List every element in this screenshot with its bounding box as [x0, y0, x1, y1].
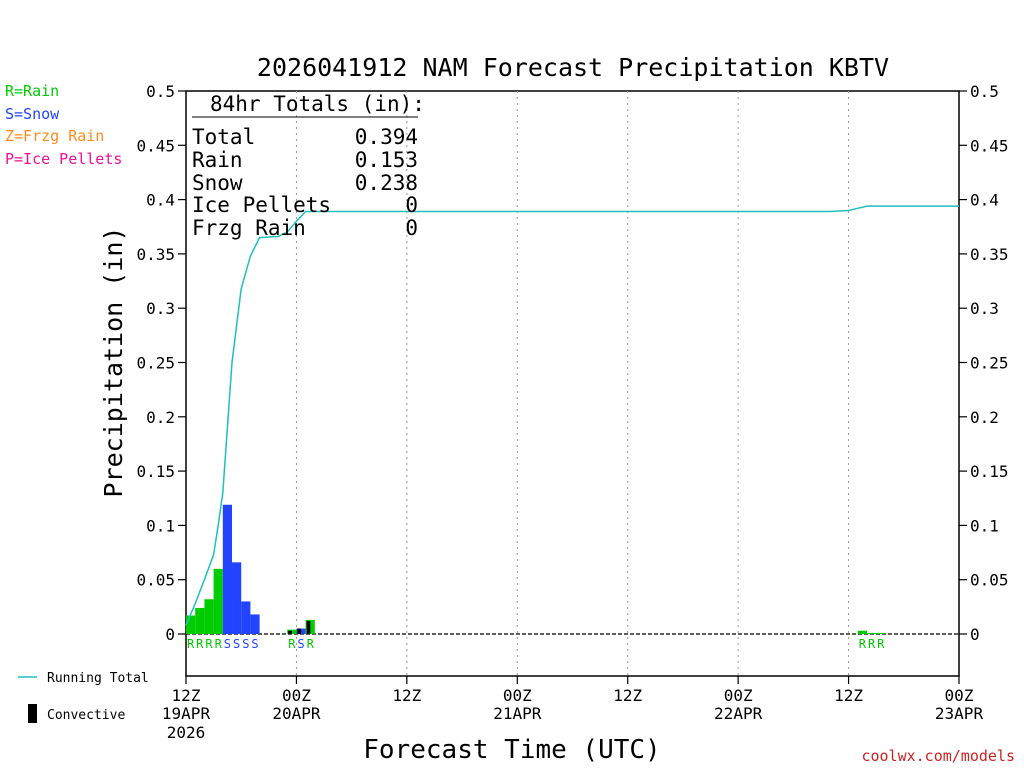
- type-marker-rain: R: [196, 637, 204, 651]
- convective-legend-swatch: [28, 704, 37, 723]
- x-tick-label: 12Z: [834, 686, 863, 705]
- y-tick-label-left: 0.2: [146, 408, 175, 427]
- x-tick-date: 20APR: [272, 704, 321, 723]
- y-tick-label-left: 0.05: [136, 571, 175, 590]
- type-marker-rain: R: [187, 637, 195, 651]
- y-tick-label-left: 0: [165, 625, 175, 644]
- totals-label-frzg-rain: Frzg Rain: [192, 216, 306, 240]
- type-marker-snow: S: [242, 637, 249, 651]
- plot-frame: [185, 90, 960, 677]
- y-tick-label-left: 0.1: [146, 516, 175, 535]
- precip-bar-snow: [250, 614, 260, 634]
- y-tick-label-right: 0.35: [970, 245, 1009, 264]
- precip-bar-rain: [857, 630, 867, 634]
- y-tick-label-right: 0.25: [970, 354, 1009, 373]
- x-tick-label: 00Z: [724, 686, 753, 705]
- totals-value-snow: 0.238: [355, 171, 418, 195]
- precip-bar-rain: [213, 568, 223, 634]
- y-tick-label-right: 0.15: [970, 462, 1009, 481]
- chart-title: 2026041912 NAM Forecast Precipitation KB…: [257, 53, 889, 82]
- x-tick-date: 22APR: [714, 704, 763, 723]
- legend-ice-pellets: P=Ice Pellets: [5, 150, 122, 168]
- y-tick-label-right: 0.2: [970, 408, 999, 427]
- precip-bar-rain: [186, 615, 196, 634]
- legend-rain: R=Rain: [5, 82, 59, 100]
- x-tick-label: 00Z: [945, 686, 974, 705]
- y-tick-label-right: 0: [970, 625, 980, 644]
- type-marker-rain: R: [288, 637, 296, 651]
- precip-bar-snow: [222, 504, 233, 634]
- convective-bar: [306, 620, 311, 634]
- precip-bar-snow: [241, 601, 251, 634]
- y-tick-label-left: 0.4: [146, 191, 175, 210]
- x-axis-label: Forecast Time (UTC): [363, 735, 660, 765]
- x-tick-year: 2026: [167, 723, 206, 742]
- vertical-gridlines: [295, 91, 850, 676]
- y-tick-label-right: 0.05: [970, 571, 1009, 590]
- convective-bar: [297, 628, 302, 634]
- convective-bar: [288, 630, 292, 634]
- y-tick-label-left: 0.35: [136, 245, 175, 264]
- legend-snow: S=Snow: [5, 105, 60, 123]
- y-tick-label-left: 0.5: [146, 82, 175, 101]
- running-total-line: [185, 205, 959, 626]
- credit-label: coolwx.com/models: [861, 747, 1015, 765]
- totals-header: 84hr Totals (in):: [210, 92, 425, 116]
- totals-value-total: 0.394: [355, 125, 418, 149]
- y-tick-label-left: 0.3: [146, 299, 175, 318]
- precip-bar-rain: [204, 599, 214, 634]
- precip-bar-snow: [232, 562, 242, 634]
- totals-label-total: Total: [192, 125, 255, 149]
- convective-bars: [288, 620, 311, 634]
- type-marker-snow: S: [297, 637, 304, 651]
- y-tick-label-right: 0.3: [970, 299, 999, 318]
- x-tick-date: 19APR: [162, 704, 211, 723]
- type-marker-rain: R: [859, 637, 867, 651]
- precip-bar-rain: [866, 632, 877, 634]
- y-tick-label-left: 0.45: [136, 136, 175, 155]
- y-tick-label-left: 0.15: [136, 462, 175, 481]
- type-marker-snow: S: [224, 637, 231, 651]
- precip-bars: [186, 504, 886, 634]
- y-tick-label-right: 0.45: [970, 136, 1009, 155]
- totals-label-rain: Rain: [192, 148, 243, 172]
- x-tick-date: 21APR: [493, 704, 542, 723]
- totals-label-snow: Snow: [192, 171, 243, 195]
- y-tick-label-right: 0.5: [970, 82, 999, 101]
- x-tick-label: 12Z: [172, 686, 201, 705]
- type-marker-snow: S: [251, 637, 258, 651]
- x-tick-label: 00Z: [282, 686, 311, 705]
- y-axis-ticks: 0 00.05 0.050.1 0.10.15 0.150.2 0.20.25 0.250.…: [136, 82, 1008, 644]
- x-tick-label: 00Z: [503, 686, 532, 705]
- precip-bar-rain: [876, 632, 886, 634]
- type-marker-rain: R: [307, 637, 315, 651]
- y-tick-label-right: 0.1: [970, 516, 999, 535]
- totals-value-ice-pellets: 0: [405, 193, 418, 217]
- convective-legend-label: Convective: [47, 708, 125, 723]
- precip-bar-rain: [195, 607, 205, 634]
- totals-box: 84hr Totals (in): Total 0.394 Rain 0.153…: [192, 92, 425, 240]
- totals-value-rain: 0.153: [355, 148, 418, 172]
- y-tick-label-left: 0.25: [136, 354, 175, 373]
- legend-frzg-rain: Z=Frzg Rain: [5, 127, 104, 145]
- x-tick-label: 12Z: [392, 686, 421, 705]
- x-tick-date: 23APR: [935, 704, 984, 723]
- running-total-legend-label: Running Total: [47, 671, 149, 686]
- totals-value-frzg-rain: 0: [405, 216, 418, 240]
- type-marker-rain: R: [868, 637, 876, 651]
- x-tick-label: 12Z: [613, 686, 642, 705]
- type-marker-rain: R: [205, 637, 213, 651]
- totals-label-ice-pellets: Ice Pellets: [192, 193, 331, 217]
- type-marker-rain: R: [215, 637, 223, 651]
- type-marker-rain: R: [877, 637, 885, 651]
- type-marker-snow: S: [233, 637, 240, 651]
- y-tick-label-right: 0.4: [970, 191, 999, 210]
- y-axis-label: Precipitation (in): [99, 227, 128, 498]
